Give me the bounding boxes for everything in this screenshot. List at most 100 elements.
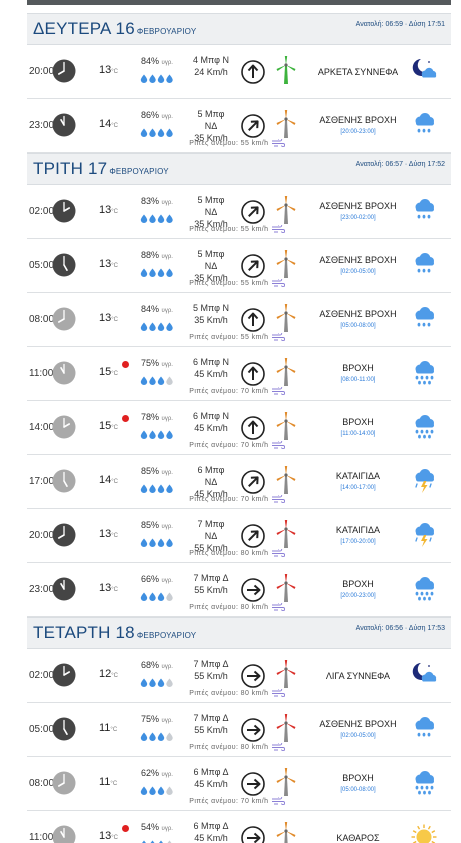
light-rain-icon [410,111,438,139]
forecast-row[interactable]: 02:00 12°C 68% υγρ. 7 Μπφ Δ 55 Km/h Ριπές… [27,649,451,703]
wind-info: 6 Μπφ ΝΔ 45 Km/h [191,464,231,500]
forecast-table: ΔΕΥΤΕΡΑ 16 ΦΕΒΡΟΥΑΡΙΟΥ Ανατολή: 06:59 · Δ… [27,13,451,843]
wind-gusts: Ριπές ανέμου: 55 km/h [177,277,297,288]
light-rain-icon [410,305,438,333]
humidity-unit: υγρ. [161,470,173,476]
forecast-row[interactable]: 08:00 13°C 84% υγρ. 5 Μπφ Ν 35 Km/h Ριπές… [27,293,451,347]
humidity: 85% υγρ. [141,466,173,476]
condition-range: [11:00-14:00] [340,431,376,437]
humidity: 62% υγρ. [141,768,173,778]
forecast-row[interactable]: 08:00 11°C 62% υγρ. 6 Μπφ Δ 45 Km/h Ριπές… [27,757,451,811]
day-header: ΤΡΙΤΗ 17 ΦΕΒΡΟΥΑΡΙΟΥ Ανατολή: 06:57 · Δύσ… [27,153,451,185]
wind-speed: 55 Km/h [194,671,228,681]
forecast-time: 08:00 [29,778,55,789]
forecast-row[interactable]: 17:00 14°C 85% υγρ. 6 Μπφ ΝΔ 45 Km/h Ριπέ… [27,455,451,509]
wind-gusts: Ριπές ανέμου: 70 km/h [177,385,297,396]
humidity-drops-icon [140,124,174,137]
wind-gusts: Ριπές ανέμου: 70 km/h [177,493,297,504]
humidity: 66% υγρ. [141,574,173,584]
wind-gusts: Ριπές ανέμου: 80 km/h [177,741,297,752]
wind-beaufort: 7 Μπφ Δ [193,713,229,723]
wind-beaufort: 6 Μπφ Ν [193,357,229,367]
humidity-drops-icon [140,728,174,741]
weather-condition: ΑΡΚΕΤΑ ΣΥΝΝΕΦΑ [302,67,414,77]
humidity-unit: υγρ. [161,664,173,670]
storm-icon [410,467,438,495]
temp-unit: °C [111,835,118,841]
humidity: 78% υγρ. [141,412,173,422]
wind-info: 7 Μπφ ΝΔ 55 Km/h [191,518,231,554]
humidity-drops-icon [140,534,174,547]
clock-icon [52,577,76,601]
humidity-drops-icon [140,588,174,601]
humidity-drops-icon [140,372,174,385]
forecast-row[interactable]: 20:00 13°C 84% υγρ. 4 Μπφ Ν 24 Km/h ΑΡΚΕΤ… [27,45,451,99]
condition-label: ΚΑΤΑΙΓΙΔΑ [335,525,381,535]
forecast-time: 11:00 [29,368,54,379]
wind-speed: 24 Km/h [194,67,228,77]
wind-beaufort: 6 Μπφ Δ [193,821,229,831]
humidity: 83% υγρ. [141,196,173,206]
weather-condition: ΚΑΤΑΙΓΙΔΑ [14:00-17:00] [302,471,414,491]
humidity-drops-icon [140,264,174,277]
forecast-time: 20:00 [29,530,55,541]
temp-unit: °C [111,587,118,593]
wind-gusts: Ριπές ανέμου: 80 km/h [177,547,297,558]
forecast-row[interactable]: 11:00 15°C 75% υγρ. 6 Μπφ Ν 45 Km/h Ριπές… [27,347,451,401]
condition-label: ΑΣΘΕΝΗΣ ΒΡΟΧΗ [319,115,397,125]
wind-speed: 35 Km/h [194,219,228,229]
warning-dot-icon [122,361,129,368]
day-month: ΦΕΒΡΟΥΑΡΙΟΥ [109,167,169,176]
day-title: ΤΡΙΤΗ 17 ΦΕΒΡΟΥΑΡΙΟΥ [33,159,169,178]
condition-label: ΒΡΟΧΗ [342,363,374,373]
forecast-row[interactable]: 02:00 13°C 83% υγρ. 5 Μπφ ΝΔ 35 Km/h Ριπέ… [27,185,451,239]
clock-icon [52,523,76,547]
condition-label: ΑΣΘΕΝΗΣ ΒΡΟΧΗ [319,719,397,729]
temperature: 14°C [99,474,118,486]
forecast-row[interactable]: 05:00 13°C 88% υγρ. 5 Μπφ ΝΔ 35 Km/h Ριπέ… [27,239,451,293]
temp-unit: °C [110,781,118,787]
forecast-row[interactable]: 23:00 13°C 66% υγρ. 7 Μπφ Δ 55 Km/h Ριπές… [27,563,451,617]
wind-beaufort: 7 Μπφ ΝΔ [197,519,225,541]
clock-icon [52,469,76,493]
clock-icon [52,253,76,277]
humidity-unit: υγρ. [161,772,173,778]
wind-beaufort: 6 Μπφ Ν [193,411,229,421]
humidity-drops-icon [140,426,174,439]
sunrise-sunset: Ανατολή: 06:59 · Δύση 17:51 [355,21,445,28]
wind-info: 7 Μπφ Δ 55 Km/h [191,712,231,736]
condition-range: [05:00-08:00] [340,323,376,329]
wind-speed: 45 Km/h [194,489,228,499]
forecast-row[interactable]: 20:00 13°C 85% υγρ. 7 Μπφ ΝΔ 55 Km/h Ριπέ… [27,509,451,563]
wind-beaufort: 5 Μπφ ΝΔ [197,109,225,131]
forecast-time: 23:00 [29,120,55,131]
clock-icon [52,307,76,331]
condition-label: ΑΣΘΕΝΗΣ ΒΡΟΧΗ [319,309,397,319]
forecast-row[interactable]: 14:00 15°C 78% υγρ. 6 Μπφ Ν 45 Km/h Ριπές… [27,401,451,455]
humidity: 75% υγρ. [141,358,173,368]
temperature: 11°C [99,776,118,788]
humidity-unit: υγρ. [161,362,173,368]
temperature: 15°C [99,420,118,432]
wind-gusts: Ριπές ανέμου: 55 km/h [177,223,297,234]
forecast-row[interactable]: 23:00 14°C 86% υγρ. 5 Μπφ ΝΔ 35 Km/h Ριπέ… [27,99,451,153]
wind-beaufort: 7 Μπφ Δ [193,659,229,669]
wind-turbine-icon [274,109,298,139]
day-header: ΤΕΤΑΡΤΗ 18 ΦΕΒΡΟΥΑΡΙΟΥ Ανατολή: 06:56 · Δ… [27,617,451,649]
wind-info: 5 Μπφ ΝΔ 35 Km/h [191,248,231,284]
wind-direction-icon [241,308,265,332]
temperature: 13°C [99,312,118,324]
weather-condition: ΚΑΤΑΙΓΙΔΑ [17:00-20:00] [302,525,414,545]
humidity-unit: υγρ. [161,524,173,530]
clock-icon [52,199,76,223]
forecast-row[interactable]: 05:00 11°C 75% υγρ. 7 Μπφ Δ 55 Km/h Ριπές… [27,703,451,757]
wind-beaufort: 4 Μπφ Ν [193,55,229,65]
sun-icon [410,823,438,843]
wind-direction-icon [241,826,265,843]
weather-condition: ΑΣΘΕΝΗΣ ΒΡΟΧΗ [02:00-05:00] [302,255,414,275]
wind-info: 7 Μπφ Δ 55 Km/h [191,572,231,596]
forecast-row[interactable]: 11:00 13°C 54% υγρ. 6 Μπφ Δ45 Km/h Ριπές… [27,811,451,843]
humidity: 54% υγρ. [141,822,173,832]
wind-direction-icon [241,664,265,688]
condition-label: ΒΡΟΧΗ [342,579,374,589]
